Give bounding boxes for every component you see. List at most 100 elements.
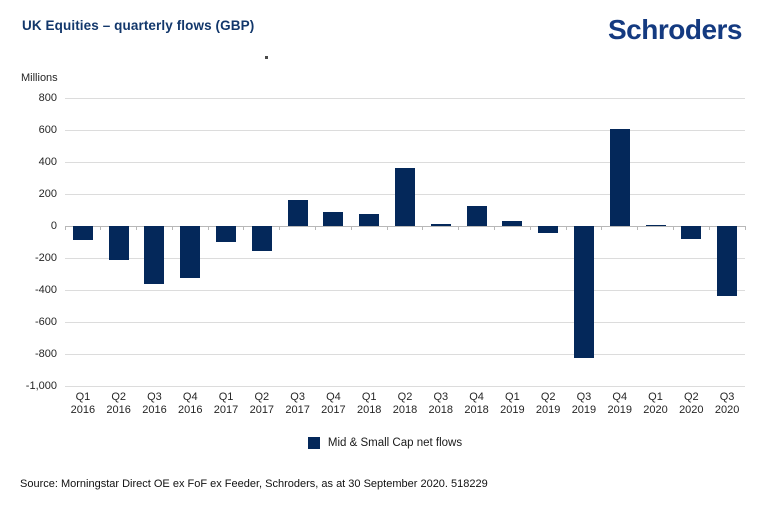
category-axis-tick	[315, 226, 317, 230]
gridline	[65, 289, 745, 291]
bar-q3-2020	[717, 226, 738, 297]
x-tick-label: Q2 2017	[240, 391, 284, 417]
category-axis-tick	[672, 226, 674, 230]
x-tick-quarter: Q2	[683, 391, 699, 403]
category-axis-tick	[386, 226, 388, 230]
x-tick-quarter: Q1	[218, 391, 234, 403]
x-tick-label: Q2 2020	[669, 391, 713, 417]
bar-q1-2020	[645, 225, 666, 227]
x-tick-year: 2016	[106, 404, 131, 416]
x-tick-quarter: Q3	[290, 391, 305, 403]
x-tick-quarter: Q4	[469, 391, 484, 403]
x-tick-quarter: Q3	[576, 391, 592, 403]
bar-q1-2017	[216, 226, 237, 242]
category-axis-tick	[637, 226, 639, 230]
category-axis-tick	[64, 226, 66, 230]
bar-q3-2016	[144, 226, 165, 284]
x-tick-year: 2018	[392, 404, 418, 416]
x-tick-quarter: Q2	[397, 391, 413, 403]
bar-q2-2020	[681, 226, 702, 239]
gridline	[65, 385, 745, 387]
category-axis-tick	[744, 226, 746, 230]
x-tick-label: Q1 2018	[347, 391, 391, 417]
y-tick-label: 200	[38, 187, 57, 200]
y-tick-label: 600	[38, 123, 57, 136]
bar-q4-2017	[323, 212, 344, 226]
x-tick-year: 2020	[714, 404, 740, 416]
bar-q3-2018	[430, 224, 451, 226]
x-tick-year: 2020	[679, 404, 704, 416]
x-tick-quarter: Q4	[612, 391, 628, 403]
legend-label: Mid & Small Cap net flows	[327, 437, 463, 449]
stray-dot	[265, 56, 268, 59]
gridline	[65, 129, 745, 131]
x-tick-year: 2019	[571, 404, 597, 416]
x-tick-quarter: Q4	[182, 391, 198, 403]
legend-swatch	[307, 437, 320, 449]
x-tick-year: 2016	[142, 404, 167, 416]
gridline	[65, 353, 745, 355]
category-axis-tick	[529, 226, 531, 230]
x-tick-year: 2016	[178, 404, 203, 416]
y-tick-label: -800	[34, 347, 57, 360]
category-axis-tick	[207, 226, 209, 230]
x-tick-label: Q4 2019	[598, 391, 642, 417]
source-note: Source: Morningstar Direct OE ex FoF ex …	[20, 478, 488, 490]
x-tick-quarter: Q1	[505, 391, 520, 403]
y-tick-label: -1,000	[25, 379, 57, 392]
y-axis-units-label: Millions	[21, 72, 58, 84]
x-tick-quarter: Q1	[75, 391, 91, 403]
category-axis-tick	[458, 226, 460, 230]
x-tick-label: Q4 2018	[455, 391, 499, 417]
x-tick-quarter: Q3	[719, 391, 735, 403]
category-axis-tick	[601, 226, 603, 230]
x-tick-quarter: Q3	[433, 391, 449, 403]
x-tick-year: 2020	[643, 404, 668, 416]
bar-q2-2017	[251, 226, 272, 251]
x-tick-label: Q3 2019	[562, 391, 606, 417]
x-tick-label: Q1 2019	[490, 391, 534, 417]
x-tick-year: 2018	[464, 404, 489, 416]
chart-legend: Mid & Small Cap net flows	[0, 437, 770, 449]
y-tick-label: 400	[38, 155, 57, 168]
bar-q1-2019	[502, 221, 523, 226]
category-axis-tick	[243, 226, 245, 230]
zero-axis-line	[65, 225, 745, 227]
x-tick-label: Q3 2016	[132, 391, 176, 417]
category-axis-tick	[493, 226, 495, 230]
x-tick-label: Q4 2017	[311, 391, 355, 417]
x-tick-year: 2017	[213, 404, 239, 416]
x-tick-quarter: Q2	[254, 391, 270, 403]
bar-q3-2019	[573, 226, 594, 358]
category-axis-tick	[100, 226, 102, 230]
page-title: UK Equities – quarterly flows (GBP)	[22, 18, 255, 33]
x-tick-year: 2019	[535, 404, 561, 416]
bar-q4-2018	[466, 206, 487, 226]
x-tick-label: Q2 2018	[383, 391, 427, 417]
x-tick-label: Q2 2016	[97, 391, 141, 417]
x-tick-label: Q3 2020	[705, 391, 749, 417]
x-tick-quarter: Q1	[648, 391, 663, 403]
x-tick-label: Q3 2017	[276, 391, 320, 417]
bar-q2-2019	[538, 226, 559, 234]
x-tick-quarter: Q4	[326, 391, 341, 403]
bar-q2-2016	[108, 226, 129, 261]
x-tick-year: 2019	[607, 404, 632, 416]
x-tick-quarter: Q2	[540, 391, 556, 403]
category-axis-tick	[171, 226, 173, 230]
schroders-logo: Schroders	[608, 14, 743, 45]
x-tick-year: 2019	[500, 404, 525, 416]
x-tick-year: 2017	[321, 404, 346, 416]
bar-q1-2018	[359, 214, 380, 226]
x-tick-quarter: Q3	[147, 391, 162, 403]
x-tick-label: Q4 2016	[168, 391, 212, 417]
gridline	[65, 161, 745, 163]
x-tick-label: Q2 2019	[526, 391, 570, 417]
x-tick-label: Q3 2018	[419, 391, 463, 417]
y-tick-label: 0	[50, 219, 57, 232]
x-tick-year: 2017	[249, 404, 275, 416]
x-tick-year: 2016	[70, 404, 96, 416]
category-axis-tick	[279, 226, 281, 230]
bar-q2-2018	[395, 167, 415, 226]
